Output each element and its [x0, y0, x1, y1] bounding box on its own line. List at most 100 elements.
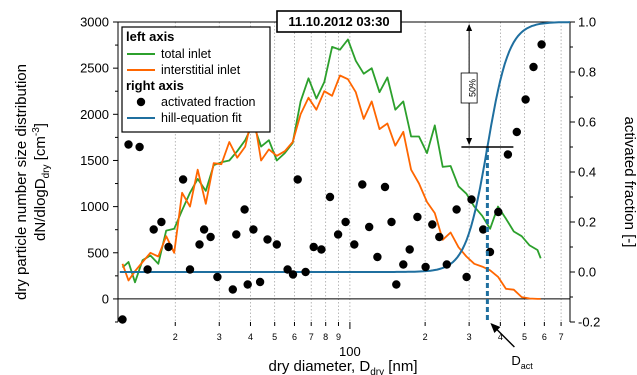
- activated-fraction-point: [333, 230, 343, 239]
- activated-fraction-point: [263, 235, 272, 244]
- x-minor-tick-label: 7: [309, 332, 314, 342]
- timestamp-text: 11.10.2012 03:30: [288, 14, 389, 29]
- dact-label: Dact: [511, 353, 533, 371]
- left-y-tick-label: 2500: [80, 61, 109, 76]
- series-line-total-inlet: [121, 38, 542, 284]
- x-minor-tick-label: 2: [173, 332, 178, 342]
- x-major-tick-label: 100: [339, 344, 361, 359]
- timestamp-box: [276, 10, 402, 33]
- left-y-tick-label: 0: [102, 291, 109, 306]
- legend-label-activated-fraction: activated fraction: [161, 95, 256, 109]
- activated-fraction-point: [185, 265, 195, 274]
- activated-fraction-point: [373, 252, 382, 262]
- activated-fraction-point: [213, 272, 222, 282]
- right-y-axis-title: activated fraction [-]: [621, 117, 637, 248]
- fifty-percent-label: 50%: [468, 79, 478, 97]
- right-y-tick-label: 0.6: [578, 115, 596, 130]
- activated-fraction-point: [240, 205, 249, 214]
- x-minor-tick-label: 4: [248, 332, 253, 342]
- activated-fraction-point: [467, 195, 476, 204]
- activated-fraction-point: [537, 40, 546, 49]
- activated-fraction-point: [421, 262, 430, 272]
- activated-fraction-point: [249, 225, 258, 234]
- activated-fraction-point: [435, 232, 444, 242]
- activated-fraction-point: [380, 182, 390, 192]
- x-minor-tick-label: 9: [336, 332, 341, 342]
- activated-fraction-point: [325, 192, 335, 202]
- series-line-hill-equation-fit: [119, 21, 571, 273]
- activated-fraction-point: [149, 225, 158, 234]
- left-y-tick-label: 3000: [80, 15, 109, 30]
- activated-fraction-point: [157, 217, 166, 227]
- activated-fraction-point: [405, 245, 414, 254]
- activated-fraction-point: [317, 245, 326, 254]
- left-y-tick-label: 1500: [80, 153, 109, 168]
- activated-fraction-point: [503, 150, 513, 159]
- activated-fraction-point: [529, 62, 538, 72]
- activated-fraction-point: [521, 95, 530, 104]
- right-y-tick-label: 0.8: [578, 65, 596, 80]
- activated-fraction-point: [143, 265, 152, 274]
- dact-arrow-head: [490, 323, 501, 333]
- legend-box: [121, 26, 271, 133]
- activated-fraction-point: [178, 175, 188, 184]
- activated-fraction-point: [272, 240, 281, 249]
- legend-swatch-activated-fraction: [136, 97, 146, 107]
- activated-fraction-point: [118, 315, 127, 324]
- activated-fraction-point: [164, 242, 173, 252]
- x-minor-tick-label: 2: [423, 332, 428, 342]
- legend-right-axis-heading: right axis: [126, 78, 184, 93]
- activated-fraction-point: [293, 175, 302, 184]
- activated-fraction-point: [195, 240, 204, 249]
- activated-fraction-point: [341, 217, 350, 227]
- activated-fraction-point: [365, 222, 374, 232]
- right-y-tick-label: 0.2: [578, 215, 596, 230]
- activated-fraction-point: [350, 240, 359, 249]
- activated-fraction-point: [442, 260, 451, 269]
- right-y-tick-label: -0.2: [578, 315, 600, 330]
- left-y-axis-title-line1: dry particle number size distribution: [13, 64, 30, 300]
- activated-fraction-point: [124, 140, 133, 149]
- activated-fraction-point: [512, 127, 521, 137]
- legend-label-total-inlet: total inlet: [161, 47, 212, 61]
- x-minor-tick-label: 6: [292, 332, 297, 342]
- activated-fraction-point: [392, 280, 401, 289]
- x-minor-tick-label: 4: [498, 332, 503, 342]
- x-axis-title: dry diameter, Ddry [nm]: [269, 358, 418, 375]
- activated-fraction-point: [358, 180, 367, 189]
- activated-fraction-point: [243, 280, 252, 289]
- activated-fraction-point: [428, 220, 437, 229]
- activated-fraction-point: [494, 207, 503, 217]
- left-y-tick-label: 2000: [80, 107, 109, 122]
- activated-fraction-point: [199, 225, 209, 234]
- fifty-label-box: [460, 72, 478, 104]
- activated-fraction-point: [399, 260, 408, 269]
- activated-fraction-point: [413, 212, 422, 222]
- x-minor-tick-label: 7: [559, 332, 564, 342]
- activated-fraction-point: [206, 232, 215, 242]
- bracket-arrow-down: [466, 138, 473, 145]
- right-y-tick-label: 0.0: [578, 265, 596, 280]
- activated-fraction-point: [255, 277, 265, 287]
- legend-left-axis-heading: left axis: [126, 29, 174, 44]
- activated-fraction-point: [283, 265, 292, 274]
- activated-fraction-point: [462, 272, 471, 282]
- left-y-tick-label: 500: [87, 245, 109, 260]
- left-y-axis-title-line2: dN/dlogDdry [cm-3]: [31, 123, 52, 241]
- activated-fraction-point: [228, 285, 237, 294]
- x-minor-tick-label: 3: [217, 332, 222, 342]
- x-minor-tick-label: 6: [542, 332, 547, 342]
- activated-fraction-point: [232, 230, 241, 239]
- legend-label-interstitial-inlet: interstitial inlet: [161, 63, 241, 77]
- activated-fraction-point: [309, 242, 318, 252]
- activated-fraction-point: [479, 225, 488, 234]
- right-y-tick-label: 0.4: [578, 165, 596, 180]
- series-line-interstitial-inlet: [121, 74, 541, 300]
- activated-fraction-point: [301, 267, 310, 277]
- activated-fraction-point: [288, 270, 298, 279]
- activated-fraction-point: [452, 205, 461, 214]
- bracket-arrow-up: [466, 24, 473, 31]
- x-minor-tick-label: 5: [272, 332, 277, 342]
